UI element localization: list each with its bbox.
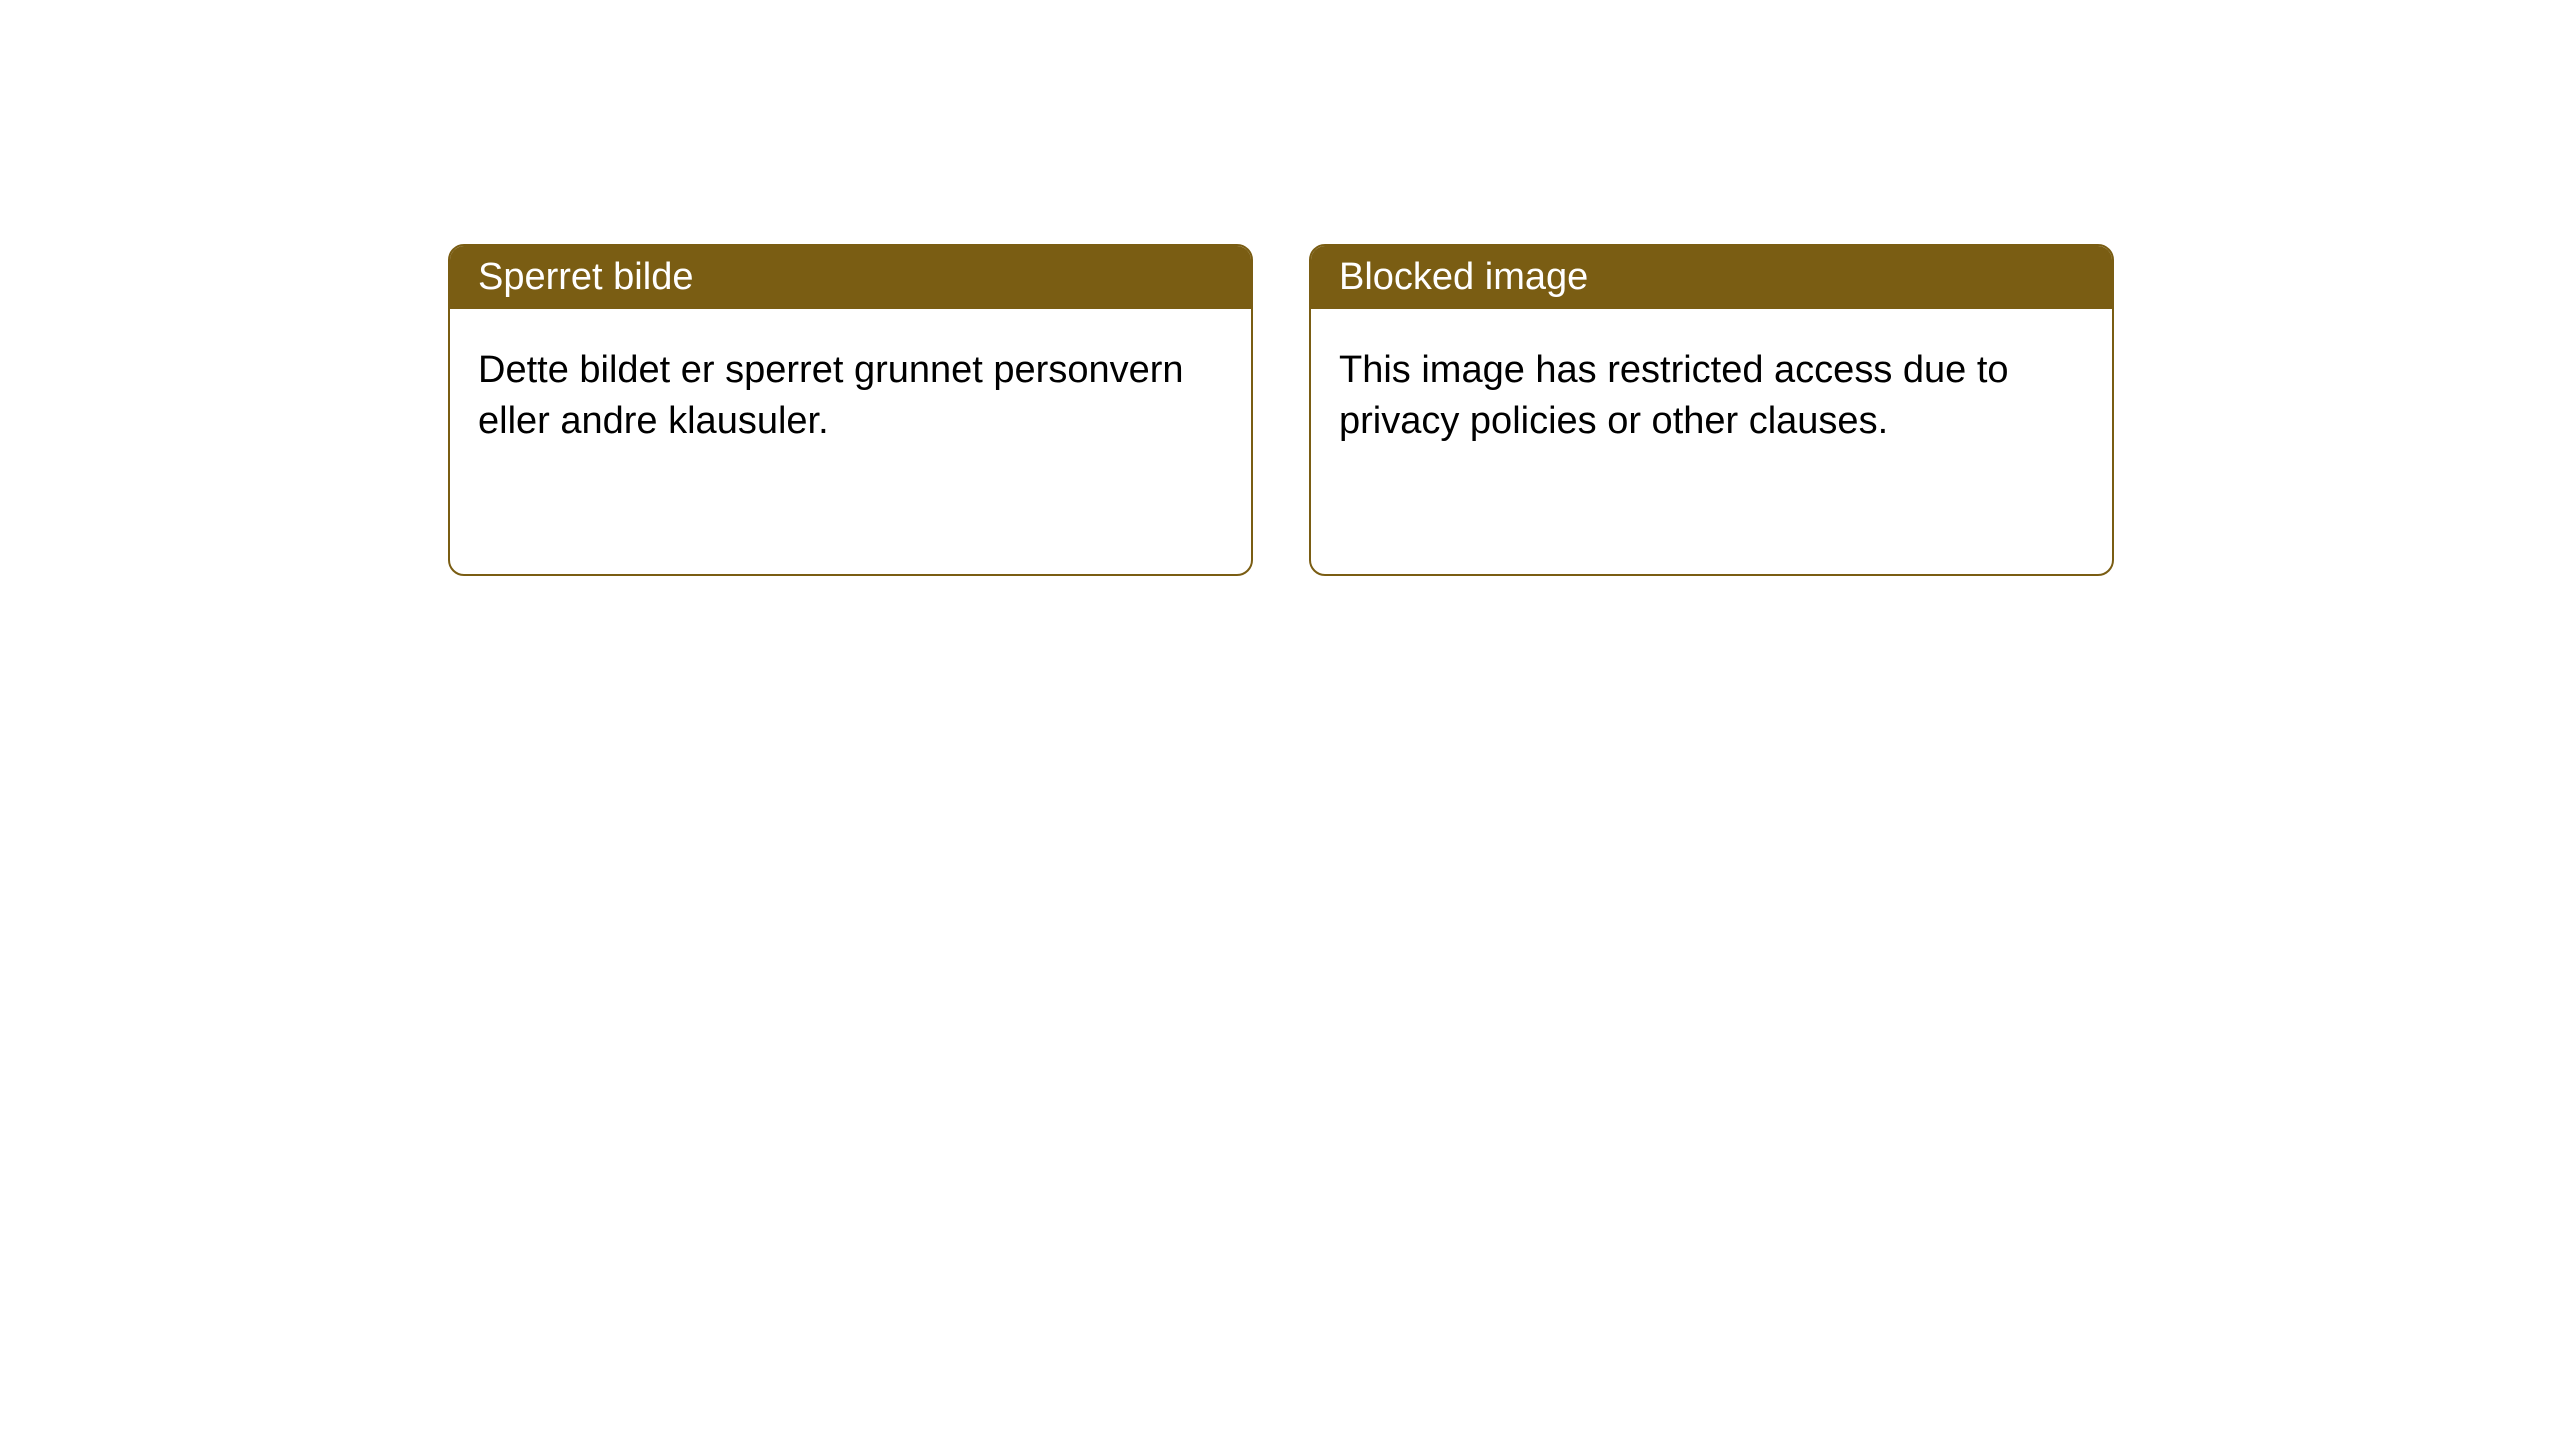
card-message: Dette bildet er sperret grunnet personve… xyxy=(478,349,1184,442)
card-header: Blocked image xyxy=(1311,246,2112,309)
notice-card-english: Blocked image This image has restricted … xyxy=(1309,244,2114,576)
card-title: Sperret bilde xyxy=(478,256,693,298)
card-body: Dette bildet er sperret grunnet personve… xyxy=(450,309,1251,484)
card-message: This image has restricted access due to … xyxy=(1339,349,2009,442)
card-header: Sperret bilde xyxy=(450,246,1251,309)
card-body: This image has restricted access due to … xyxy=(1311,309,2112,484)
card-title: Blocked image xyxy=(1339,256,1588,298)
notice-card-norwegian: Sperret bilde Dette bildet er sperret gr… xyxy=(448,244,1253,576)
notice-container: Sperret bilde Dette bildet er sperret gr… xyxy=(0,0,2560,576)
